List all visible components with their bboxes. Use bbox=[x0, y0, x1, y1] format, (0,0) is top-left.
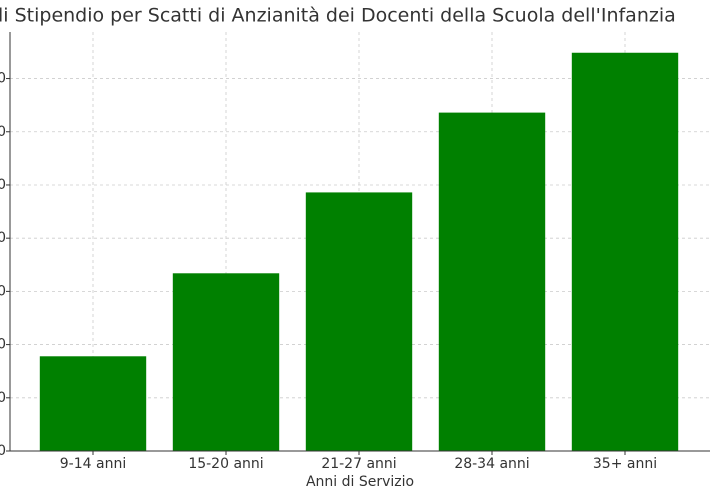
x-tick-label: 28-34 anni bbox=[454, 456, 529, 472]
y-tick-label: 0 bbox=[0, 443, 6, 459]
y-tick-label: 1400 bbox=[0, 71, 6, 87]
y-tick-label: 1200 bbox=[0, 124, 6, 140]
bar bbox=[438, 112, 546, 452]
bar bbox=[39, 356, 147, 451]
x-tick-label: 15-20 anni bbox=[188, 456, 263, 472]
y-tick-label: 1000 bbox=[0, 177, 6, 193]
x-tick-label: 21-27 anni bbox=[321, 456, 396, 472]
bar bbox=[305, 192, 413, 451]
y-tick-label: 200 bbox=[0, 390, 6, 406]
bar bbox=[172, 273, 280, 451]
y-tick-label: 400 bbox=[0, 337, 6, 353]
y-tick-label: 600 bbox=[0, 283, 6, 299]
x-axis-label: Anni di Servizio bbox=[306, 474, 414, 490]
x-tick-label: 9-14 anni bbox=[60, 456, 126, 472]
chart-title: li Stipendio per Scatti di Anzianità dei… bbox=[0, 5, 676, 27]
bar bbox=[571, 52, 679, 451]
y-tick-label: 800 bbox=[0, 230, 6, 246]
x-tick-label: 35+ anni bbox=[593, 456, 657, 472]
